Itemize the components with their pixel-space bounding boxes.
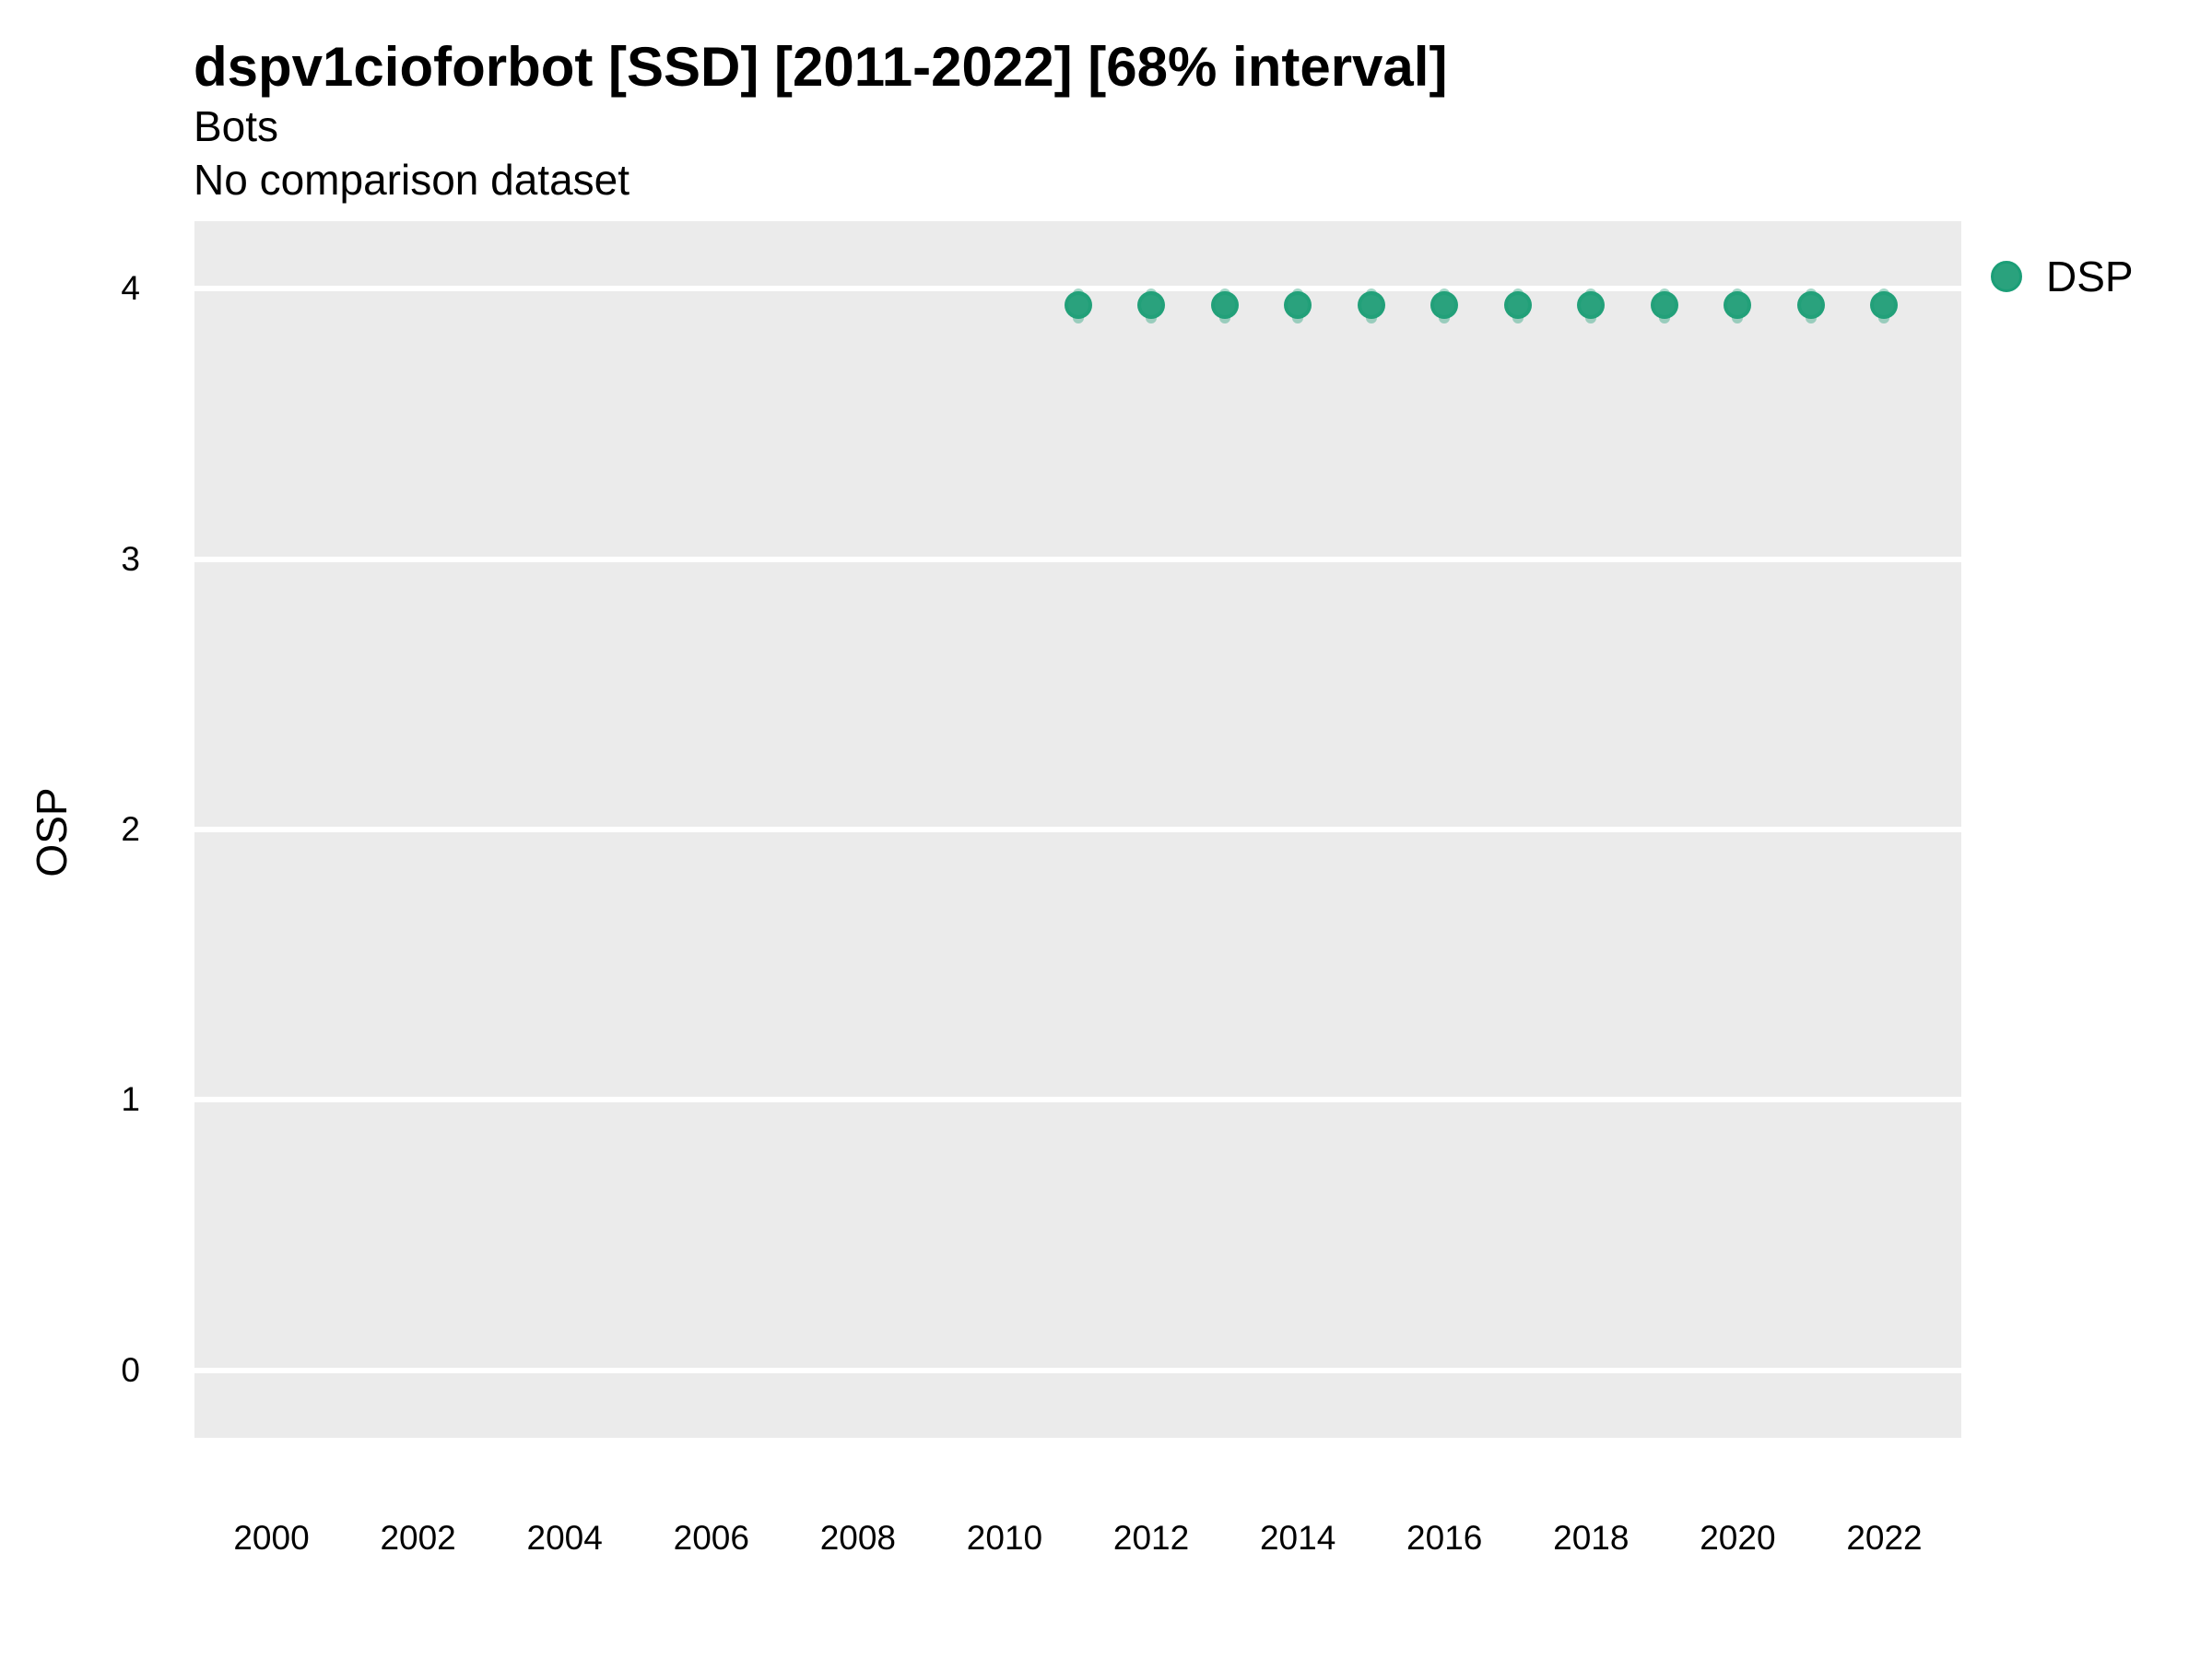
data-point	[1724, 290, 1752, 319]
gridline-y-0	[194, 1367, 1961, 1373]
data-point	[1210, 290, 1239, 319]
legend: DSP	[1991, 249, 2134, 304]
chart-title: dspv1cioforbot [SSD] [2011-2022] [68% in…	[194, 36, 1448, 98]
y-tick-label: 2	[121, 810, 140, 848]
x-tick-label: 2016	[1406, 1519, 1483, 1557]
gridline-y-4	[194, 286, 1961, 292]
x-tick-label: 2014	[1259, 1519, 1336, 1557]
data-point	[1357, 290, 1385, 319]
plot-panel	[194, 221, 1961, 1438]
x-tick-label: 2018	[1553, 1519, 1630, 1557]
data-point	[1796, 290, 1825, 319]
gridline-y-1	[194, 1097, 1961, 1103]
x-tick-label: 2006	[673, 1519, 749, 1557]
data-point	[1503, 290, 1532, 319]
x-tick-label: 2002	[380, 1519, 456, 1557]
data-point	[1137, 290, 1166, 319]
y-tick-label: 0	[121, 1350, 140, 1389]
legend-item-label: DSP	[2046, 253, 2134, 300]
data-point	[1650, 290, 1678, 319]
x-tick-label: 2008	[819, 1519, 897, 1557]
gridline-y-2	[194, 827, 1961, 832]
data-point	[1870, 290, 1899, 319]
data-point	[1284, 290, 1312, 319]
x-tick-label: 2010	[966, 1519, 1043, 1557]
y-tick-label: 4	[121, 269, 140, 308]
data-point	[1064, 290, 1092, 319]
gridline-y-3	[194, 556, 1961, 562]
comparison-note: No comparison dataset	[194, 156, 630, 204]
x-tick-label: 2012	[1112, 1519, 1190, 1557]
x-tick-label: 2020	[1700, 1519, 1776, 1557]
data-point	[1430, 290, 1459, 319]
y-tick-label: 3	[121, 539, 140, 578]
y-tick-label: 1	[121, 1080, 140, 1119]
data-point	[1577, 290, 1606, 319]
x-tick-label: 2000	[233, 1519, 310, 1557]
chart-subtitle: Bots	[194, 102, 279, 150]
x-tick-label: 2004	[526, 1519, 603, 1557]
x-tick-label: 2022	[1846, 1519, 1923, 1557]
legend-marker-circle-icon	[1991, 261, 2022, 292]
